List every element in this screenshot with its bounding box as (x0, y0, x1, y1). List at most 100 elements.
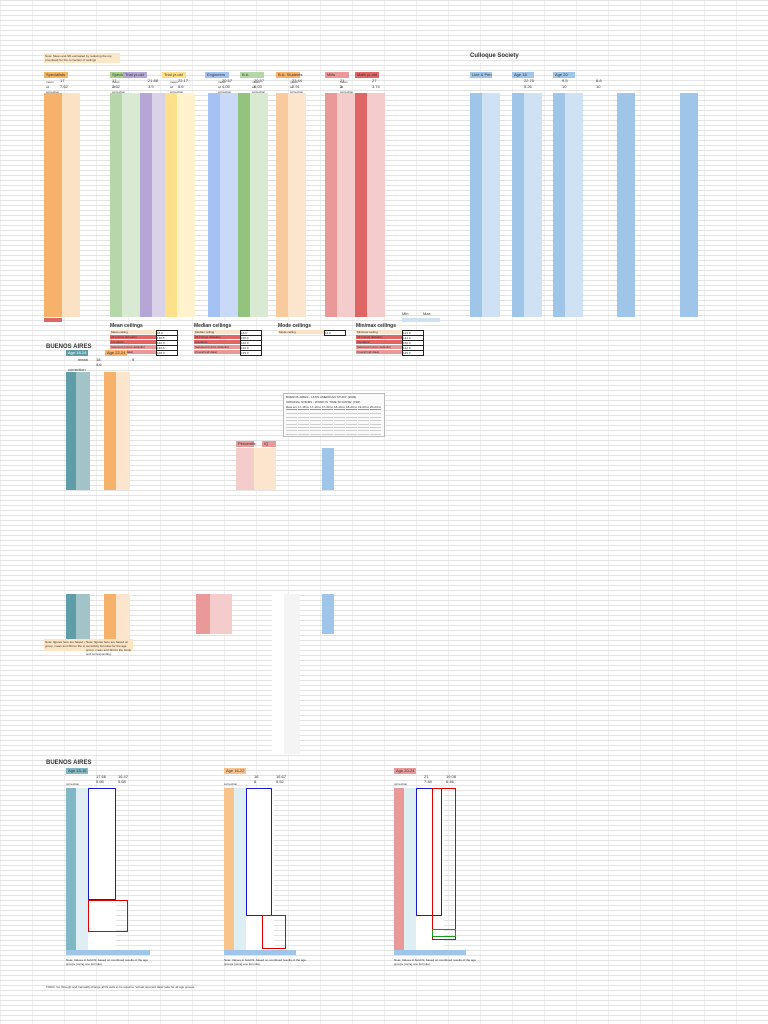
data-column (165, 93, 177, 317)
ba2-cell (416, 942, 430, 946)
data-column (140, 93, 152, 317)
group-tag: Age 18 (512, 72, 534, 78)
summary-mean-value: 22.75 (524, 78, 535, 83)
norms-cell (286, 414, 297, 418)
norms-panel-body (284, 411, 384, 435)
summary-header-label: correction (290, 90, 304, 94)
group-tag: Math yr-old (355, 72, 379, 78)
p2-cell (76, 634, 90, 638)
norms-cell (310, 421, 321, 425)
table-cell (110, 308, 122, 312)
norms-cell (334, 421, 345, 425)
p2-cell (284, 748, 300, 752)
group-tag: Trial yr-old (162, 72, 186, 78)
ba2-stat: 16 (254, 774, 259, 779)
norms-cell (310, 418, 321, 422)
norms-header-cell: 19-20 totals (358, 405, 369, 410)
data-column (288, 93, 306, 317)
data-column (208, 93, 220, 317)
table-cell (482, 308, 500, 312)
norms-cell (310, 411, 321, 415)
data-column (62, 93, 80, 317)
norms-cell (346, 414, 357, 418)
ba1-cell (104, 482, 116, 486)
summary-sd-value: 3 (340, 84, 343, 89)
table-cell (220, 308, 238, 312)
norms-cell (370, 431, 381, 435)
summary-header-label: mean (218, 80, 226, 84)
data-column (177, 93, 195, 317)
norms-row (286, 421, 382, 425)
ba1-cell (66, 482, 76, 486)
data-column (524, 93, 542, 317)
ba2-age-chip: Age 15-16 (66, 768, 88, 774)
min-label: Min (402, 311, 409, 316)
p2-column (116, 594, 130, 639)
summary-mean-value: 23.44 (292, 78, 303, 83)
summary-mean-value: 20.57 (222, 78, 233, 83)
data-column (512, 93, 524, 317)
ceiling-row-value: 145.0 (402, 350, 424, 356)
norms-row (286, 414, 382, 418)
norms-cell (358, 425, 369, 428)
table-cell (165, 308, 177, 312)
p2-cell (104, 634, 116, 638)
data-column (122, 93, 140, 317)
summary-header-label: mean (290, 80, 298, 84)
data-column (482, 93, 500, 317)
table-cell (250, 308, 268, 312)
percentile-cell (236, 483, 254, 487)
ba2-stat: 7.48 (424, 779, 432, 784)
ba2-cell (430, 942, 444, 946)
percentile-chip: Percentile (236, 441, 256, 447)
ceiling-table-title: Mode ceilings (278, 323, 312, 329)
ba2-column (416, 788, 430, 950)
data-column (238, 93, 250, 317)
summary-header-label: correction (218, 90, 232, 94)
data-column (617, 93, 635, 317)
norms-cell (322, 414, 333, 418)
p2-cell (322, 629, 334, 633)
p2-column (284, 594, 300, 754)
ceiling-table-title: Min/max ceilings (356, 323, 397, 329)
norms-cell (358, 411, 369, 415)
data-column (553, 93, 565, 317)
norms-cell (310, 431, 321, 435)
norms-panel-subtitle: ORIGINAL NORMS - WORD IS 'TIME TO RAISE'… (286, 400, 361, 404)
p2-column (210, 594, 232, 634)
norms-row (286, 428, 382, 432)
ba1-column (66, 372, 76, 490)
summary-header-label: mean (170, 80, 178, 84)
ba2-column (260, 788, 274, 950)
norms-cell (298, 414, 309, 418)
ceiling-row-label: All (minus defaults) (194, 335, 241, 339)
summary-header-label: mean (112, 80, 120, 84)
norms-row (286, 431, 382, 435)
norms-cell (346, 418, 357, 422)
ba2-footer-note: Note: Values in bold IS; based on combin… (66, 958, 148, 966)
summary-header-label: correction (46, 90, 60, 94)
ba2-stat: 6.46 (446, 779, 454, 784)
ba2-age-chip: Age 20-24 (394, 768, 416, 774)
summary-header-label: sd (170, 85, 174, 89)
ba1-mean-label: mean (78, 357, 89, 362)
norms-header-cell: 18-20 totals (346, 405, 357, 410)
summary-header-label: mean (252, 80, 260, 84)
summary-mean-value: 20.57 (254, 78, 265, 83)
norms-row (286, 425, 382, 428)
ba1-column (76, 372, 90, 490)
norms-cell (298, 418, 309, 422)
ba1-sd-value: 4.6 (96, 362, 102, 367)
ba2-cell (76, 942, 88, 946)
ba1-cell (76, 482, 90, 486)
table-cell (140, 308, 152, 312)
summary-sd-value: 2.91 (292, 84, 300, 89)
table-cell (617, 308, 635, 312)
table-cell (177, 308, 195, 312)
ba2-stat: 8 (254, 779, 257, 784)
norms-cell (286, 428, 297, 432)
summary-header-label: sd (112, 85, 116, 89)
norms-cell (358, 414, 369, 418)
ba2-stat: 21 (424, 774, 429, 779)
norms-cell (346, 421, 357, 425)
